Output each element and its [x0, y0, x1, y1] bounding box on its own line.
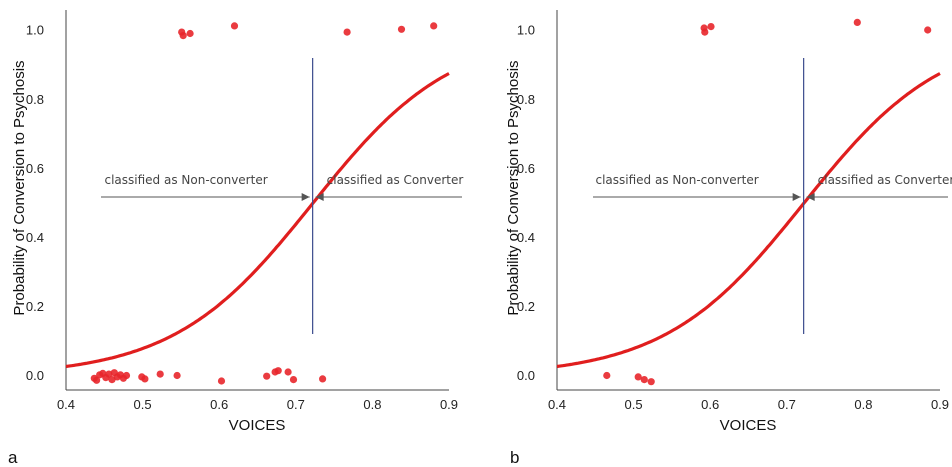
panel-a-ylabel: Probability of Conversion to Psychosis [11, 60, 28, 315]
data-point [640, 376, 648, 384]
data-point [141, 375, 149, 383]
x-tick-label: 0.5 [625, 397, 643, 412]
x-tick-label: 0.5 [134, 397, 152, 412]
y-tick-label: 0.2 [26, 299, 44, 314]
x-tick-label: 0.4 [57, 397, 75, 412]
data-point [179, 31, 187, 40]
x-tick-label: 0.6 [210, 397, 228, 412]
logistic-curve [556, 72, 941, 369]
y-tick-label: 0.0 [517, 368, 535, 383]
y-tick-label: 1.0 [517, 23, 535, 38]
converter-arrowhead [315, 193, 324, 201]
non-converter-label: classified as Non-converter [104, 173, 267, 187]
logistic-curve [65, 72, 450, 369]
data-point [122, 371, 131, 380]
panel-b-label: b [510, 448, 519, 467]
panel-b-ylabel: Probability of Conversion to Psychosis [505, 60, 522, 315]
x-tick-label: 0.7 [287, 397, 305, 412]
x-tick-label: 0.6 [701, 397, 719, 412]
data-point [93, 376, 101, 384]
data-point [634, 373, 642, 381]
non-converter-arrowhead [301, 193, 310, 201]
y-tick-label: 0.4 [517, 230, 535, 245]
non-converter-arrowhead [792, 193, 801, 201]
data-point [284, 368, 292, 376]
data-point [156, 370, 164, 378]
x-tick-label: 0.7 [778, 397, 796, 412]
x-tick-label: 0.4 [548, 397, 566, 412]
data-point [289, 376, 298, 384]
y-tick-label: 0.8 [26, 92, 44, 107]
panel-a: Probability of Conversion to Psychosis V… [8, 10, 463, 467]
panel-b-plot: 0.4 0.5 0.6 0.7 0.8 0.9 0.0 0.2 0.4 0.6 0.8 1.0 clas… [517, 10, 952, 412]
converter-label: classified as Converter [818, 173, 952, 187]
x-tick-label: 0.8 [854, 397, 872, 412]
data-point [924, 26, 932, 34]
data-point [701, 28, 709, 36]
data-point [274, 367, 282, 375]
y-tick-label: 0.0 [26, 368, 44, 383]
panel-a-label: a [8, 448, 18, 467]
converter-label: classified as Converter [327, 173, 464, 187]
y-tick-label: 0.8 [517, 92, 535, 107]
data-point [603, 371, 611, 380]
data-point [230, 22, 239, 30]
converter-arrowhead [806, 193, 815, 201]
y-tick-label: 0.6 [517, 161, 535, 176]
data-point [217, 377, 226, 385]
data-point [263, 372, 271, 380]
x-tick-label: 0.9 [440, 397, 458, 412]
y-tick-label: 0.6 [26, 161, 44, 176]
data-point [707, 23, 715, 31]
panel-b-xlabel: VOICES [720, 417, 777, 434]
data-point [647, 378, 655, 386]
data-point [186, 29, 194, 38]
data-point [430, 22, 438, 30]
data-point [173, 371, 181, 380]
data-point [105, 370, 113, 378]
x-tick-label: 0.8 [363, 397, 381, 412]
y-tick-label: 0.4 [26, 230, 44, 245]
x-tick-label: 0.9 [931, 397, 949, 412]
y-tick-label: 0.2 [517, 299, 535, 314]
non-converter-label: classified as Non-converter [595, 173, 758, 187]
data-point [397, 25, 406, 33]
data-point [108, 376, 116, 384]
data-point [343, 28, 351, 36]
panel-a-plot: 0.4 0.5 0.6 0.7 0.8 0.9 0.0 0.2 0.4 0.6 0.8 1.0 clas… [26, 10, 463, 412]
panel-b: Probability of Conversion to Psychosis V… [505, 10, 952, 467]
panel-a-xlabel: VOICES [229, 417, 286, 434]
y-tick-label: 1.0 [26, 23, 44, 38]
data-point [853, 18, 861, 26]
data-point [319, 375, 327, 383]
